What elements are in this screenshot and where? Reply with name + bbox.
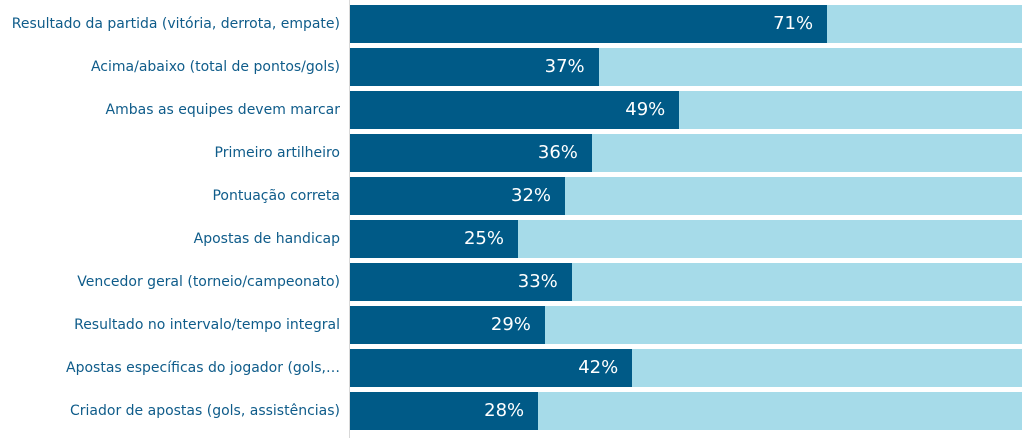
bar-row: Primeiro artilheiro 36% (0, 134, 1024, 172)
category-label: Apostas de handicap (193, 231, 340, 247)
bar-track: 32% (350, 177, 1022, 215)
bar-track: 33% (350, 263, 1022, 301)
bar-row: Resultado da partida (vitória, derrota, … (0, 5, 1024, 43)
bar-track: 37% (350, 48, 1022, 86)
bar-track: 49% (350, 91, 1022, 129)
bar (350, 349, 633, 387)
bar (350, 48, 599, 86)
category-label: Acima/abaixo (total de pontos/gols) (90, 59, 340, 75)
bar (350, 392, 539, 430)
category-label: Criador de apostas (gols, assistências) (70, 403, 340, 419)
data-label: 33% (517, 271, 558, 292)
bar-row: Resultado no intervalo/tempo integral 29% (0, 306, 1024, 344)
data-label: 28% (484, 400, 525, 421)
data-label: 37% (544, 56, 585, 77)
category-label: Ambas as equipes devem marcar (105, 102, 340, 118)
data-label: 29% (490, 314, 531, 335)
bar-track: 25% (350, 220, 1022, 258)
bar (350, 134, 592, 172)
category-label: Pontuação correta (212, 188, 340, 204)
bar (350, 263, 572, 301)
data-label: 32% (511, 185, 552, 206)
bar (350, 177, 566, 215)
data-label: 25% (463, 228, 504, 249)
bar-row: Ambas as equipes devem marcar 49% (0, 91, 1024, 129)
bar-track: 28% (350, 392, 1022, 430)
bar (350, 306, 545, 344)
bar-track: 36% (350, 134, 1022, 172)
category-axis-line (349, 0, 350, 438)
bar-row: Apostas de handicap 25% (0, 220, 1024, 258)
category-label: Resultado da partida (vitória, derrota, … (11, 16, 340, 32)
bar-row: Apostas específicas do jogador (gols,… 42… (0, 349, 1024, 387)
bar-row: Pontuação correta 32% (0, 177, 1024, 215)
data-label: 71% (773, 13, 814, 34)
category-label: Apostas específicas do jogador (gols,… (66, 360, 340, 376)
data-label: 42% (578, 357, 619, 378)
bar (350, 220, 518, 258)
bar-row: Criador de apostas (gols, assistências) 2… (0, 392, 1024, 430)
bar-track: 71% (350, 5, 1022, 43)
bar-row: Acima/abaixo (total de pontos/gols) 37% (0, 48, 1024, 86)
bar-row: Vencedor geral (torneio/campeonato) 33% (0, 263, 1024, 301)
bar-track: 29% (350, 306, 1022, 344)
bar-track: 42% (350, 349, 1022, 387)
category-label: Primeiro artilheiro (214, 145, 340, 161)
category-label: Resultado no intervalo/tempo integral (74, 317, 340, 333)
bar (350, 91, 680, 129)
data-label: 36% (537, 142, 578, 163)
data-label: 49% (625, 99, 666, 120)
category-label: Vencedor geral (torneio/campeonato) (77, 274, 340, 290)
bar (350, 5, 828, 43)
